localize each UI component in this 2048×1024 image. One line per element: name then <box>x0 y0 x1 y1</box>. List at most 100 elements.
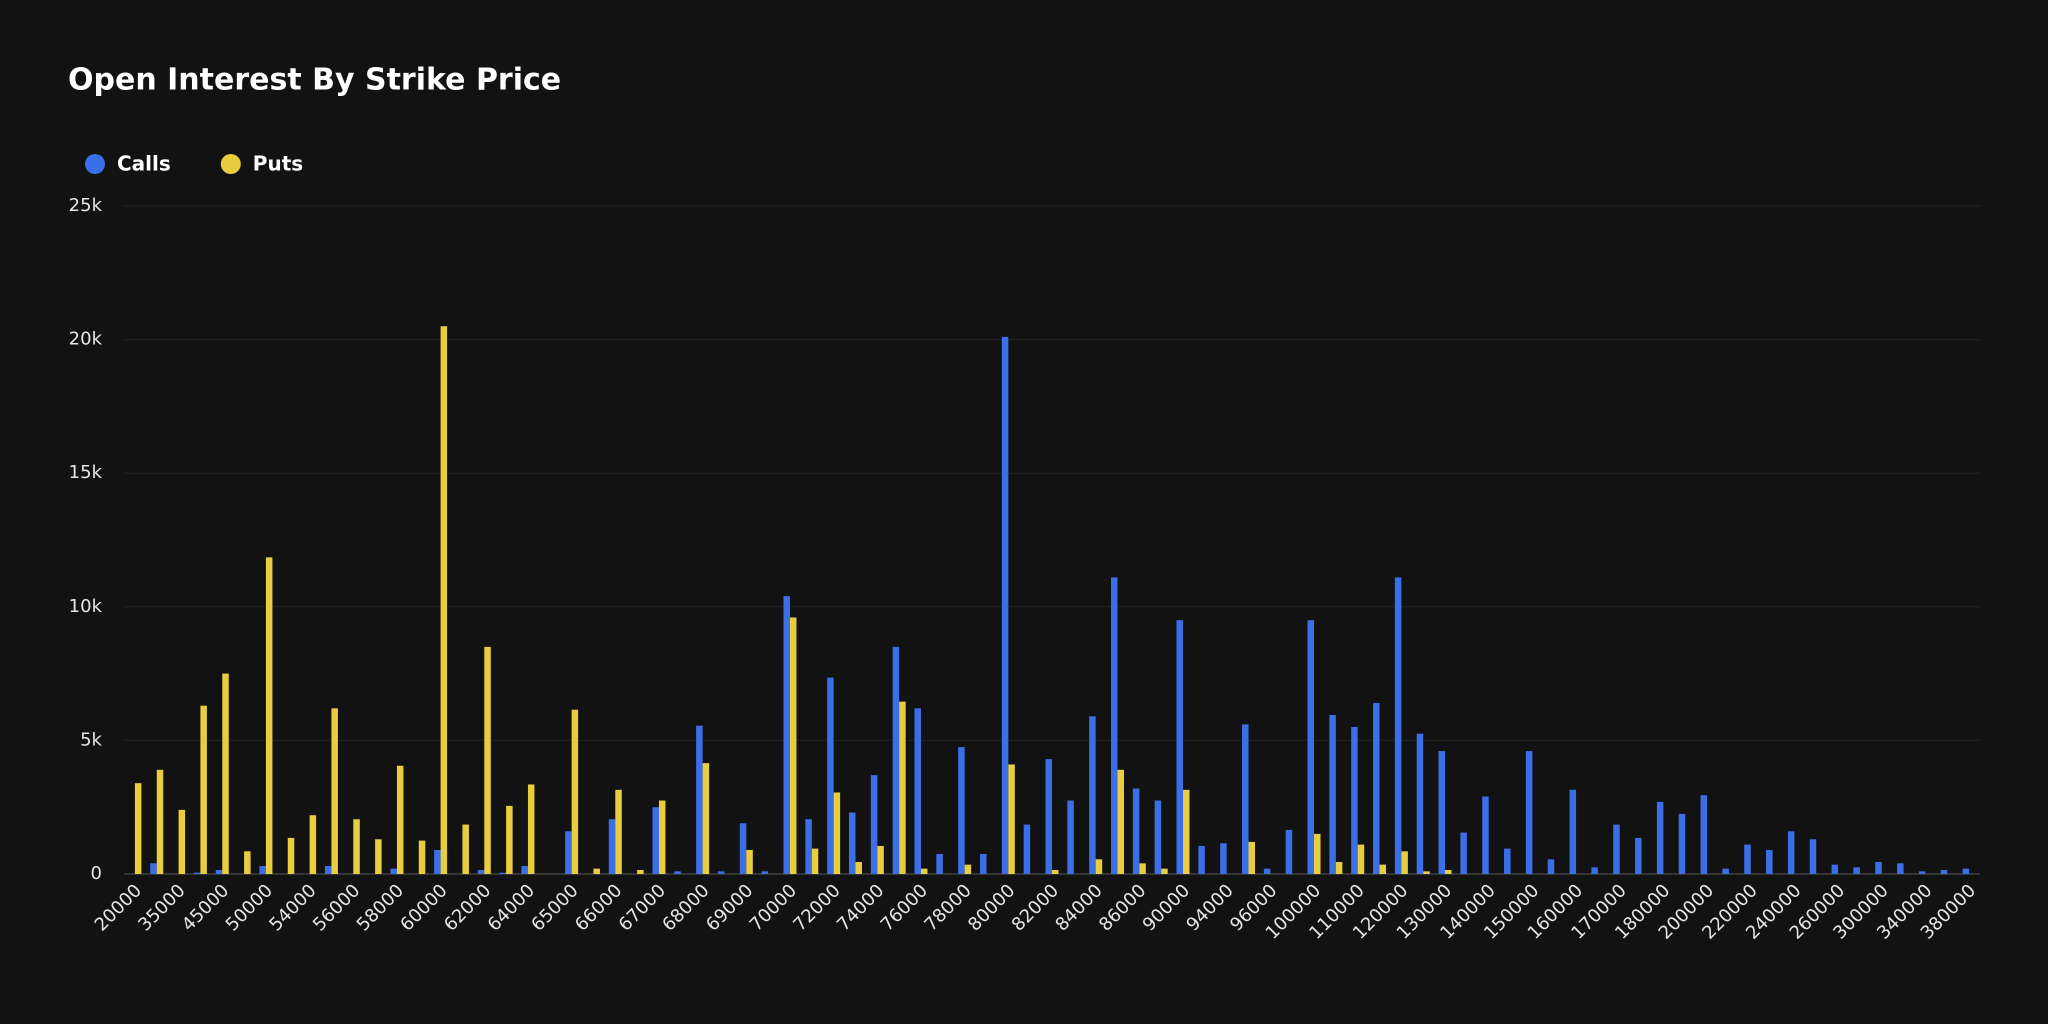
bar <box>958 747 965 874</box>
bar <box>506 805 513 874</box>
bar <box>1700 795 1708 874</box>
bar <box>1285 829 1293 874</box>
bar <box>789 617 797 874</box>
bar <box>593 868 600 874</box>
bar <box>1831 864 1839 874</box>
bar <box>1329 715 1336 874</box>
legend-marker <box>220 154 241 174</box>
bar <box>1394 577 1402 874</box>
bar <box>1460 832 1467 874</box>
bar <box>484 646 491 874</box>
bar <box>1678 813 1686 874</box>
bar <box>1423 871 1430 874</box>
bar <box>1547 859 1555 874</box>
bar <box>739 823 747 874</box>
bar <box>608 819 616 874</box>
bar <box>870 775 878 874</box>
bar <box>899 701 906 874</box>
bar <box>150 863 157 874</box>
bar <box>615 789 622 874</box>
bar <box>1918 871 1926 874</box>
bar <box>156 769 164 874</box>
bar <box>1416 733 1424 874</box>
bar <box>1897 863 1904 874</box>
bar <box>1183 789 1190 874</box>
bar <box>1111 577 1118 874</box>
y-tick-label: 25k <box>69 195 103 216</box>
bar <box>1656 801 1664 874</box>
bar <box>193 872 201 874</box>
chart-title: Open Interest By Strike Price <box>68 63 561 98</box>
bar <box>178 809 186 874</box>
bar <box>418 840 426 874</box>
bar <box>1504 848 1511 874</box>
bar <box>1161 868 1168 874</box>
bar <box>1220 843 1227 874</box>
bar <box>1766 849 1773 874</box>
bar <box>1023 824 1031 874</box>
bar <box>222 673 229 874</box>
bar <box>1379 864 1387 874</box>
bar <box>848 812 856 874</box>
bar <box>1569 789 1577 874</box>
bar <box>1635 837 1642 874</box>
bar <box>1176 620 1184 874</box>
bar <box>527 784 535 874</box>
bar <box>696 725 703 874</box>
bar <box>440 326 448 874</box>
bar <box>215 869 223 874</box>
bar <box>979 853 987 874</box>
bar <box>390 868 397 874</box>
bar <box>1248 841 1256 874</box>
bar <box>964 864 972 874</box>
bar <box>434 849 441 874</box>
bar <box>1001 336 1009 875</box>
bar <box>1067 800 1074 874</box>
legend-marker <box>85 154 105 174</box>
bar <box>1095 859 1103 874</box>
bar <box>1351 727 1358 874</box>
bar <box>1809 839 1817 874</box>
bar <box>1357 844 1365 874</box>
legend-label[interactable]: Calls <box>117 152 171 176</box>
bar <box>877 845 884 874</box>
bar <box>702 763 710 874</box>
bar <box>1263 868 1271 874</box>
bar <box>1052 869 1059 874</box>
bar <box>1154 800 1162 874</box>
bar <box>134 783 142 874</box>
bar <box>1139 863 1146 874</box>
bar <box>331 708 338 874</box>
bar <box>499 872 507 874</box>
bar <box>1962 868 1970 874</box>
bar <box>1525 751 1533 874</box>
bar <box>265 557 273 874</box>
bar <box>259 865 266 874</box>
bar <box>811 848 819 874</box>
bar <box>652 807 659 874</box>
bar <box>200 705 207 874</box>
bar <box>1401 851 1408 874</box>
y-tick-label: 20k <box>69 329 103 350</box>
bar <box>1008 764 1015 874</box>
bar <box>892 646 900 874</box>
bar <box>1198 845 1205 874</box>
bar <box>1314 833 1321 874</box>
bar <box>1744 844 1751 874</box>
bar <box>571 709 579 874</box>
bar <box>1117 769 1125 874</box>
bar <box>1940 869 1948 874</box>
bar <box>855 861 862 874</box>
bar <box>396 765 404 874</box>
bar <box>244 851 251 874</box>
y-tick-label: 10k <box>69 596 103 617</box>
legend-label[interactable]: Puts <box>253 152 303 176</box>
bar <box>1438 751 1446 874</box>
bar <box>914 708 921 874</box>
bar <box>521 865 528 874</box>
bar <box>1335 861 1343 874</box>
bar <box>1307 620 1315 874</box>
bar <box>1445 869 1452 874</box>
